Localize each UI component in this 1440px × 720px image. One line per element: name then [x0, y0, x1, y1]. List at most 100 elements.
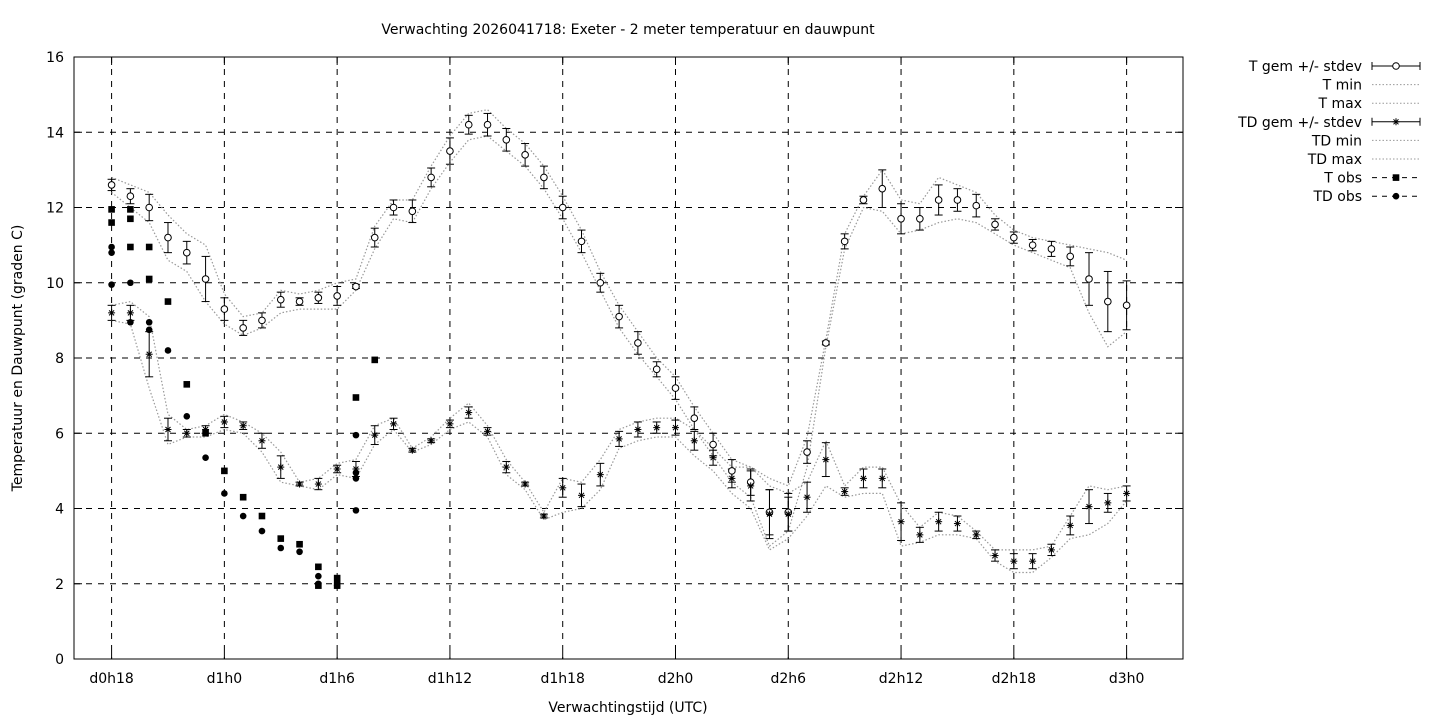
x-tick-label: d2h6 [770, 671, 806, 687]
td-obs-point [352, 507, 360, 514]
td-mean-point-stroke [127, 309, 134, 316]
td-mean-point-stroke [522, 481, 528, 487]
td-mean-point [484, 427, 492, 435]
t-mean-point [671, 384, 680, 392]
y-axis-label: Temperatuur en Dauwpunt (graden C) [10, 225, 26, 493]
t-obs-point [108, 219, 115, 226]
t-mean-point [1085, 275, 1093, 283]
x-tick-label: d2h0 [658, 671, 694, 687]
td-mean-point-stroke [541, 513, 547, 519]
t-mean-point [295, 297, 304, 306]
td-mean-point [916, 531, 924, 539]
t-mean-point [634, 339, 642, 347]
legend-marker [1392, 174, 1400, 181]
td-obs-point [315, 580, 322, 588]
td-mean-point [1047, 546, 1055, 554]
t-mean-point [728, 467, 736, 475]
td-mean-point-stroke [841, 488, 848, 495]
t-obs-point [127, 206, 134, 213]
t-obs-point [371, 356, 379, 364]
td-mean-point [953, 520, 961, 528]
td-obs-point [108, 243, 115, 251]
td-obs-point [239, 512, 247, 520]
td-mean-point-stroke [973, 531, 980, 538]
x-tick-label: d2h18 [992, 671, 1036, 687]
t-max-line [111, 109, 1127, 487]
td-mean-point-stroke [484, 428, 491, 435]
t-mean-point [991, 220, 999, 229]
td-mean-point-stroke [296, 481, 303, 487]
t-min-line [111, 135, 1127, 548]
td-mean-point-stroke [597, 471, 604, 478]
legend-marker [1392, 118, 1400, 126]
y-tick-label: 14 [46, 125, 64, 141]
x-tick-label: d1h12 [428, 671, 472, 687]
td-mean-point-stroke [672, 424, 679, 431]
td-obs-point [145, 318, 153, 326]
legend-label-t-obs: T obs [1323, 171, 1362, 187]
x-tick-label: d0h18 [89, 671, 133, 687]
t-mean-point [1047, 245, 1056, 253]
y-tick-label: 6 [55, 426, 64, 442]
t-mean-point [803, 448, 811, 456]
td-mean-point [371, 431, 379, 439]
x-tick-label: d3h0 [1109, 671, 1145, 687]
t-obs-point [315, 563, 322, 571]
td-obs-point [277, 544, 285, 552]
td-obs-point [221, 490, 228, 497]
td-mean-point-stroke [165, 426, 171, 433]
t-mean-point [972, 201, 981, 210]
td-mean-point [972, 531, 980, 539]
td-mean-point [634, 425, 642, 433]
td-mean-point [803, 493, 811, 501]
y-tick-label: 2 [55, 577, 64, 593]
axes: 0 2 4 6 8 10 12 14 16 d0h18 d1h0 d1h6 d1h12 d1h18 d2h0… [46, 50, 1183, 687]
t-obs-point [333, 574, 341, 582]
t-mean-point [370, 233, 379, 242]
t-mean-point [182, 248, 191, 257]
td-mean-point [709, 454, 717, 462]
td-mean-point-stroke [710, 454, 716, 461]
td-obs-point [164, 347, 172, 354]
y-tick-label: 8 [55, 351, 64, 367]
td-obs-point [333, 582, 341, 589]
td-mean-point [878, 474, 886, 482]
td-obs-point [108, 249, 115, 256]
t-mean-point [145, 203, 153, 212]
td-mean-point-stroke [559, 484, 566, 491]
td-mean-point-stroke [804, 494, 810, 501]
td-mean-point-stroke [428, 437, 434, 444]
td-mean-point-stroke [992, 552, 998, 559]
t-mean-point [1066, 252, 1075, 261]
chart-title: Verwachting 2026041718: Exeter - 2 meter… [381, 22, 875, 38]
td-mean-point-stroke [954, 520, 961, 527]
td-mean-point [126, 309, 134, 317]
legend-marker [1392, 62, 1400, 70]
t-obs-point [277, 535, 285, 542]
td-mean-point [239, 422, 247, 430]
legend-marker [1392, 192, 1400, 200]
td-mean-point-stroke [334, 466, 341, 472]
td-mean-point-stroke [747, 483, 754, 489]
legend: T gem +/- stdev T min T max TD gem +/- stde… [1237, 59, 1421, 205]
td-mean-point [728, 474, 736, 482]
td-mean-point [220, 418, 228, 426]
t-obs-point [127, 243, 134, 251]
td-mean-point [296, 480, 304, 488]
t-obs-point [145, 243, 153, 251]
legend-label-td-obs: TD obs [1312, 189, 1362, 205]
t-mean-point [690, 414, 699, 423]
td-mean-point [145, 350, 153, 358]
t-mean-point [1010, 233, 1018, 242]
td-mean-point [615, 435, 623, 443]
td-mean-point [183, 429, 191, 437]
td-mean-point [859, 474, 867, 482]
t-mean-point [953, 196, 962, 204]
t-mean-point [408, 207, 417, 216]
y-tick-label: 16 [46, 50, 64, 66]
td-obs-point [352, 475, 360, 482]
td-mean-point-stroke [916, 531, 923, 538]
td-mean-point-stroke [860, 475, 867, 482]
t-obs-point [258, 512, 266, 520]
